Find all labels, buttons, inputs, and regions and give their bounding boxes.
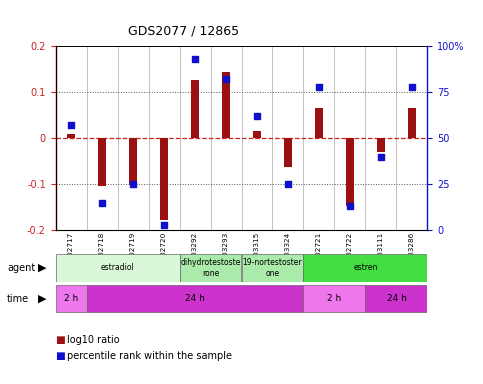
Bar — [86, 285, 303, 313]
Bar — [128, 138, 137, 185]
Bar — [253, 131, 261, 138]
Bar — [222, 72, 230, 138]
Point — [377, 154, 385, 160]
Bar — [160, 138, 169, 220]
Text: time: time — [7, 293, 29, 304]
Text: ■: ■ — [56, 351, 65, 361]
Text: 19-nortestoster
one: 19-nortestoster one — [242, 258, 302, 278]
Bar — [56, 254, 180, 282]
Text: ▶: ▶ — [38, 293, 47, 304]
Text: agent: agent — [7, 263, 35, 273]
Bar — [242, 254, 303, 282]
Point — [160, 222, 168, 228]
Bar — [408, 108, 416, 138]
Text: percentile rank within the sample: percentile rank within the sample — [67, 351, 232, 361]
Text: 2 h: 2 h — [327, 294, 341, 303]
Point — [191, 56, 199, 62]
Bar — [284, 138, 292, 167]
Text: dihydrotestoste
rone: dihydrotestoste rone — [180, 258, 241, 278]
Point — [98, 200, 106, 206]
Bar — [180, 254, 242, 282]
Point — [284, 181, 292, 187]
Bar — [303, 254, 427, 282]
Bar — [98, 138, 106, 186]
Text: log10 ratio: log10 ratio — [67, 335, 119, 345]
Point — [129, 181, 137, 187]
Bar — [191, 80, 199, 138]
Bar — [346, 138, 355, 207]
Point — [315, 84, 323, 90]
Text: 24 h: 24 h — [386, 294, 406, 303]
Text: ▶: ▶ — [38, 263, 47, 273]
Point — [253, 113, 261, 119]
Point — [222, 76, 230, 82]
Bar — [303, 285, 366, 313]
Text: estren: estren — [353, 263, 378, 272]
Text: estradiol: estradiol — [100, 263, 134, 272]
Text: GDS2077 / 12865: GDS2077 / 12865 — [128, 25, 239, 38]
Text: ■: ■ — [56, 335, 65, 345]
Bar — [366, 285, 427, 313]
Bar — [67, 134, 75, 138]
Point — [346, 204, 354, 210]
Bar — [314, 108, 323, 138]
Bar — [377, 138, 385, 152]
Bar — [56, 285, 86, 313]
Text: 2 h: 2 h — [64, 294, 78, 303]
Text: 24 h: 24 h — [185, 294, 205, 303]
Point — [67, 122, 75, 128]
Point — [408, 84, 416, 90]
